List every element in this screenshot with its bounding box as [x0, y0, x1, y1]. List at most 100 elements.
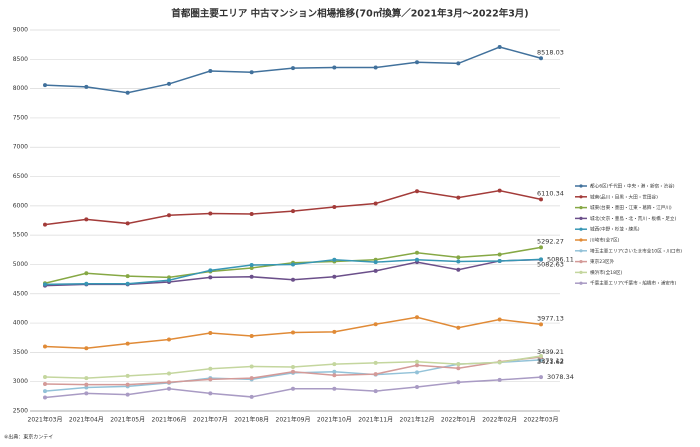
data-point — [456, 195, 461, 200]
data-point — [415, 384, 419, 389]
data-point — [332, 65, 337, 70]
data-point — [332, 205, 337, 210]
data-point — [497, 188, 502, 193]
data-point — [208, 331, 213, 336]
data-point — [249, 265, 254, 270]
data-point — [84, 217, 89, 222]
y-tick-label: 7500 — [13, 114, 28, 121]
data-point — [125, 382, 130, 387]
data-point — [332, 373, 337, 378]
data-point — [415, 250, 419, 255]
x-tick-label: 2021年03月 — [28, 416, 63, 424]
legend-marker — [579, 281, 583, 285]
data-point — [84, 281, 89, 286]
data-point — [291, 330, 295, 335]
data-point — [539, 257, 543, 262]
data-point — [332, 274, 337, 279]
data-point — [539, 197, 543, 202]
data-point — [167, 371, 171, 376]
y-tick-label: 3000 — [13, 378, 28, 385]
legend-marker — [579, 184, 583, 188]
data-point — [291, 277, 295, 282]
data-point — [373, 389, 378, 394]
legend-label: 埼玉主要エリア(さいたま市全10区・川口市) — [590, 247, 682, 254]
value-label: 3421.62 — [537, 358, 564, 366]
data-point — [167, 337, 171, 342]
data-point — [84, 385, 89, 390]
value-label: 8518.03 — [537, 48, 564, 56]
y-tick-label: 3500 — [13, 349, 28, 356]
data-point — [249, 364, 254, 369]
data-point — [208, 366, 213, 371]
data-point — [125, 90, 130, 95]
data-point — [84, 391, 89, 396]
legend-marker — [579, 238, 583, 242]
data-point — [332, 257, 337, 262]
x-tick-label: 2022年01月 — [441, 416, 476, 424]
data-point — [497, 317, 502, 322]
data-point — [43, 389, 47, 394]
series-line — [44, 189, 542, 226]
data-point — [43, 83, 47, 88]
data-point — [125, 221, 130, 226]
x-tick-label: 2021年04月 — [69, 416, 104, 424]
value-label: 5292.27 — [537, 237, 564, 245]
data-point — [373, 65, 378, 70]
data-point — [415, 359, 419, 364]
legend-label: 都心6区(千代田・中央・港・新宿・渋谷) — [590, 183, 675, 190]
legend-label: 城西(中野・杉並・練馬) — [590, 226, 640, 233]
x-tick-label: 2022年03月 — [524, 416, 559, 424]
data-point — [497, 377, 502, 382]
data-point — [167, 81, 171, 86]
value-label: 3373.12 — [537, 357, 564, 365]
data-point — [539, 353, 543, 358]
y-tick-label: 9000 — [13, 27, 28, 34]
data-point — [43, 282, 47, 287]
data-point — [249, 394, 254, 399]
legend-label: 城東(台東・墨田・江東・葛飾・江戸川) — [590, 204, 672, 211]
data-point — [456, 267, 461, 272]
data-point — [84, 271, 89, 276]
data-point — [43, 344, 47, 349]
data-point — [208, 268, 213, 273]
data-point — [43, 222, 47, 227]
data-point — [167, 213, 171, 218]
data-point — [373, 268, 378, 273]
data-point — [84, 382, 89, 387]
data-point — [249, 70, 254, 75]
data-point — [249, 263, 254, 268]
data-point — [456, 325, 461, 330]
data-point — [167, 386, 171, 391]
legend-label: 川崎市(全7区) — [590, 237, 620, 244]
data-point — [539, 322, 543, 327]
data-point — [373, 372, 378, 377]
x-tick-label: 2022年02月 — [482, 416, 517, 424]
data-point — [456, 259, 461, 264]
data-point — [456, 255, 461, 260]
data-point — [84, 346, 89, 351]
data-point — [125, 281, 130, 286]
data-point — [332, 362, 337, 367]
data-point — [84, 84, 89, 89]
value-label: 3078.34 — [547, 373, 574, 381]
data-point — [84, 376, 89, 381]
data-point — [43, 395, 47, 400]
y-tick-label: 2500 — [13, 408, 28, 415]
data-point — [125, 274, 130, 279]
data-point — [373, 201, 378, 206]
legend-label: 横浜市(全18区) — [590, 269, 623, 276]
data-point — [332, 386, 337, 391]
x-tick-label: 2021年05月 — [110, 416, 145, 424]
data-point — [539, 245, 543, 250]
data-point — [249, 212, 254, 217]
x-tick-label: 2021年10月 — [317, 416, 352, 424]
data-point — [167, 380, 171, 385]
legend-marker — [579, 216, 583, 220]
legend-label: 城北(文京・豊島・北・荒川・板橋・足立) — [590, 215, 676, 222]
data-point — [125, 341, 130, 346]
value-label: 3439.21 — [537, 348, 564, 356]
data-point — [415, 60, 419, 65]
data-point — [332, 329, 337, 334]
data-point — [249, 274, 254, 279]
data-point — [456, 380, 461, 385]
